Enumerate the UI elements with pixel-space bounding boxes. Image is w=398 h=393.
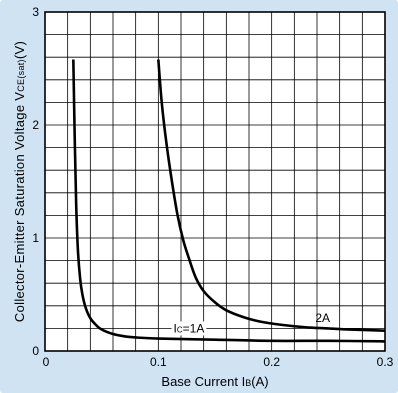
x-tick-label: 0.1 — [150, 355, 167, 369]
series-label-background — [171, 321, 207, 336]
series-labels: IC=1A 2A — [171, 311, 330, 336]
plot-border — [44, 11, 386, 352]
x-tick-label: 0.2 — [263, 355, 280, 369]
tick-labels: 0 0.1 0.2 0.3 0 1 2 3 — [32, 5, 393, 369]
y-tick-label: 3 — [32, 5, 39, 19]
series-label-ic-1a: IC=1A — [174, 321, 205, 335]
y-axis-label: Collector-Emitter Saturation Voltage VCE… — [12, 41, 27, 322]
x-axis-label: Base Current IB(A) — [161, 374, 268, 389]
grid — [45, 12, 385, 351]
x-tick-label: 0 — [43, 355, 50, 369]
series-line-ic-1a — [72, 59, 386, 343]
y-tick-label: 0 — [32, 344, 39, 358]
curves — [72, 59, 386, 343]
x-tick-label: 0.3 — [377, 355, 394, 369]
y-tick-label: 2 — [32, 118, 39, 132]
series-label-ic-2a: 2A — [315, 311, 330, 325]
series-line-ic-2a — [157, 59, 386, 332]
y-tick-label: 1 — [32, 231, 39, 245]
plot-area — [45, 12, 385, 351]
